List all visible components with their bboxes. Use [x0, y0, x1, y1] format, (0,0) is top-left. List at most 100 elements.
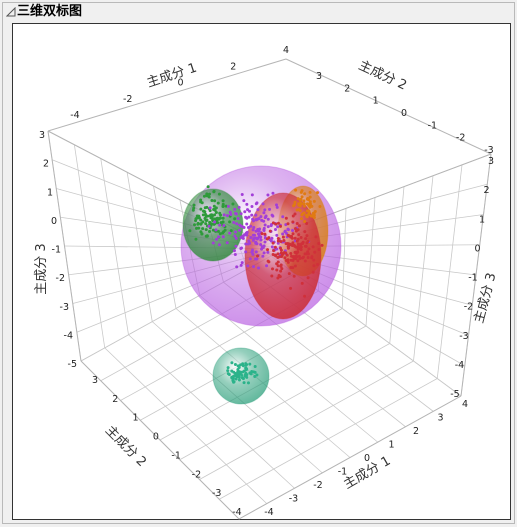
data-point: [193, 223, 197, 227]
data-point: [208, 206, 212, 210]
data-point: [199, 207, 203, 211]
z-tick-label-left: -2: [56, 273, 65, 284]
data-point: [284, 216, 288, 220]
disclosure-triangle-icon[interactable]: [6, 7, 16, 17]
data-point: [241, 377, 245, 381]
data-point: [266, 259, 270, 263]
data-point: [270, 245, 274, 249]
data-point: [231, 202, 235, 206]
data-point: [312, 264, 316, 268]
x-tick-label-back: 0: [177, 78, 183, 89]
data-point: [223, 228, 227, 232]
x-tick-label-front: -4: [264, 507, 273, 518]
data-point: [237, 375, 241, 379]
data-point: [303, 252, 307, 256]
data-point: [252, 219, 256, 223]
data-point: [262, 219, 266, 223]
data-point: [298, 256, 302, 260]
data-point: [301, 255, 305, 259]
data-point: [245, 216, 249, 220]
data-point: [312, 258, 316, 262]
data-point: [246, 264, 250, 268]
data-point: [289, 252, 293, 256]
data-point: [250, 248, 254, 252]
data-point: [300, 195, 304, 199]
data-point: [283, 251, 287, 255]
data-point: [214, 211, 218, 215]
data-point: [217, 217, 221, 221]
scatter-3d-plot[interactable]: -4-20243210-1-2-33210-1-2-3-4-53210-1-2-…: [13, 24, 512, 521]
data-point: [214, 228, 218, 232]
data-point: [271, 191, 275, 195]
data-point: [244, 363, 248, 367]
data-point: [311, 214, 315, 218]
data-point: [305, 221, 309, 225]
data-point: [300, 281, 304, 285]
y-tick-label-front: -1: [171, 450, 180, 461]
x-tick-label-front: 2: [413, 426, 419, 437]
data-point: [228, 220, 232, 224]
data-point: [205, 205, 209, 209]
data-point: [228, 231, 232, 235]
data-point: [286, 222, 290, 226]
data-point: [306, 276, 310, 280]
z-tick-label-left: 2: [43, 159, 49, 170]
data-point: [303, 192, 307, 196]
x-tick-label-back: 2: [230, 61, 236, 72]
data-point: [301, 212, 305, 216]
data-point: [299, 217, 303, 221]
data-point: [256, 254, 260, 258]
data-point: [226, 372, 230, 376]
data-point: [295, 250, 299, 254]
data-point: [217, 243, 221, 247]
tick-labels: -4-20243210-1-2-33210-1-2-3-4-53210-1-2-…: [39, 45, 494, 518]
data-point: [293, 264, 297, 268]
z-tick-label-left: -1: [52, 245, 61, 256]
data-point: [275, 203, 279, 207]
z-tick-label-right: 3: [488, 156, 494, 167]
data-point: [311, 211, 315, 215]
data-point: [260, 232, 264, 236]
x-tick-label-front: 4: [462, 399, 468, 410]
data-point: [266, 217, 270, 221]
data-point: [266, 225, 270, 229]
data-point: [298, 209, 302, 213]
z-tick-label-left: -4: [64, 330, 73, 341]
data-point: [275, 205, 279, 209]
data-point: [236, 217, 240, 221]
data-point: [215, 237, 219, 241]
data-point: [275, 268, 279, 272]
data-point: [211, 241, 215, 245]
data-point: [303, 294, 307, 298]
data-point: [262, 226, 266, 230]
data-point: [263, 223, 267, 227]
data-point: [279, 240, 283, 244]
data-point: [229, 212, 233, 216]
data-point: [259, 238, 263, 242]
data-point: [276, 241, 280, 245]
axis-edge: [47, 130, 82, 362]
data-point: [268, 207, 272, 211]
data-point: [270, 274, 274, 278]
data-point: [303, 259, 307, 263]
data-point: [294, 245, 298, 249]
data-point: [257, 229, 261, 233]
outline-title-bar[interactable]: 三维双标图: [3, 3, 514, 21]
plot-frame[interactable]: -4 -2 0 2 4 3 2 1 0 -1 -2 -3 3 2 1 0 -1 -2 -3 -4 -5 3 2 1 0 -1 -2-…: [12, 23, 511, 520]
data-point: [295, 221, 299, 225]
data-point: [217, 192, 221, 196]
data-point: [232, 380, 236, 384]
z-tick-label-right: -4: [455, 360, 464, 371]
data-point: [241, 364, 245, 368]
data-point: [206, 185, 210, 189]
data-point: [221, 216, 225, 220]
data-point: [249, 224, 253, 228]
axis-edge: [460, 153, 492, 397]
data-point: [316, 262, 320, 266]
data-point: [225, 214, 229, 218]
data-point: [276, 252, 280, 256]
z-tick-label-left: 1: [47, 187, 53, 198]
data-point: [266, 248, 270, 252]
data-point: [283, 230, 287, 234]
z-tick-label-left: -3: [60, 302, 69, 313]
